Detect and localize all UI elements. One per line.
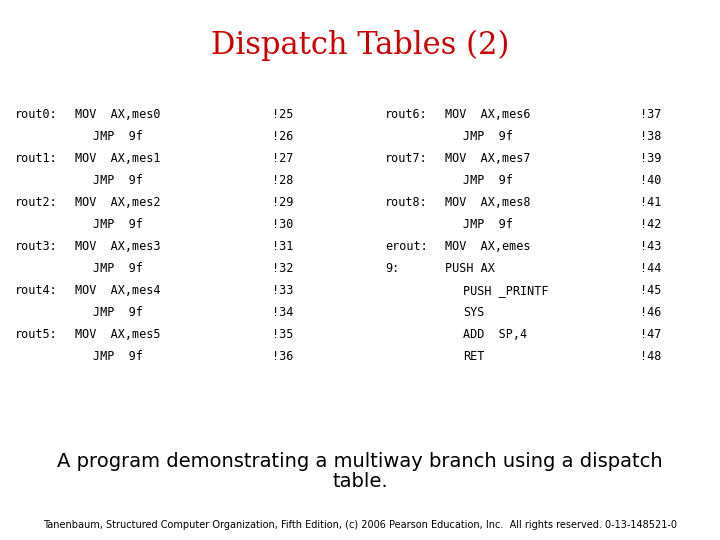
Text: Tanenbaum, Structured Computer Organization, Fifth Edition, (c) 2006 Pearson Edu: Tanenbaum, Structured Computer Organizat… [43, 520, 677, 530]
Text: rout3:: rout3: [15, 240, 58, 253]
Text: RET: RET [463, 350, 485, 363]
Text: rout0:: rout0: [15, 108, 58, 121]
Text: erout:: erout: [385, 240, 428, 253]
Text: !43: !43 [640, 240, 662, 253]
Text: MOV  AX,mes0: MOV AX,mes0 [75, 108, 161, 121]
Text: rout4:: rout4: [15, 284, 58, 297]
Text: !48: !48 [640, 350, 662, 363]
Text: JMP  9f: JMP 9f [463, 130, 513, 143]
Text: rout8:: rout8: [385, 196, 428, 209]
Text: MOV  AX,mes8: MOV AX,mes8 [445, 196, 531, 209]
Text: MOV  AX,mes5: MOV AX,mes5 [75, 328, 161, 341]
Text: !47: !47 [640, 328, 662, 341]
Text: A program demonstrating a multiway branch using a dispatch: A program demonstrating a multiway branc… [57, 452, 663, 471]
Text: rout1:: rout1: [15, 152, 58, 165]
Text: ADD  SP,4: ADD SP,4 [463, 328, 527, 341]
Text: MOV  AX,mes1: MOV AX,mes1 [75, 152, 161, 165]
Text: JMP  9f: JMP 9f [463, 218, 513, 231]
Text: !32: !32 [272, 262, 293, 275]
Text: !38: !38 [640, 130, 662, 143]
Text: !26: !26 [272, 130, 293, 143]
Text: JMP  9f: JMP 9f [93, 218, 143, 231]
Text: rout6:: rout6: [385, 108, 428, 121]
Text: !30: !30 [272, 218, 293, 231]
Text: JMP  9f: JMP 9f [93, 306, 143, 319]
Text: JMP  9f: JMP 9f [93, 350, 143, 363]
Text: !40: !40 [640, 174, 662, 187]
Text: !39: !39 [640, 152, 662, 165]
Text: !33: !33 [272, 284, 293, 297]
Text: !28: !28 [272, 174, 293, 187]
Text: MOV  AX,mes4: MOV AX,mes4 [75, 284, 161, 297]
Text: !45: !45 [640, 284, 662, 297]
Text: !46: !46 [640, 306, 662, 319]
Text: MOV  AX,mes7: MOV AX,mes7 [445, 152, 531, 165]
Text: table.: table. [332, 472, 388, 491]
Text: !42: !42 [640, 218, 662, 231]
Text: JMP  9f: JMP 9f [93, 262, 143, 275]
Text: JMP  9f: JMP 9f [463, 174, 513, 187]
Text: rout7:: rout7: [385, 152, 428, 165]
Text: !35: !35 [272, 328, 293, 341]
Text: !29: !29 [272, 196, 293, 209]
Text: !37: !37 [640, 108, 662, 121]
Text: PUSH AX: PUSH AX [445, 262, 495, 275]
Text: !25: !25 [272, 108, 293, 121]
Text: !44: !44 [640, 262, 662, 275]
Text: JMP  9f: JMP 9f [93, 130, 143, 143]
Text: MOV  AX,mes3: MOV AX,mes3 [75, 240, 161, 253]
Text: SYS: SYS [463, 306, 485, 319]
Text: MOV  AX,mes2: MOV AX,mes2 [75, 196, 161, 209]
Text: !36: !36 [272, 350, 293, 363]
Text: 9:: 9: [385, 262, 400, 275]
Text: JMP  9f: JMP 9f [93, 174, 143, 187]
Text: !27: !27 [272, 152, 293, 165]
Text: MOV  AX,emes: MOV AX,emes [445, 240, 531, 253]
Text: rout2:: rout2: [15, 196, 58, 209]
Text: !31: !31 [272, 240, 293, 253]
Text: MOV  AX,mes6: MOV AX,mes6 [445, 108, 531, 121]
Text: rout5:: rout5: [15, 328, 58, 341]
Text: !34: !34 [272, 306, 293, 319]
Text: Dispatch Tables (2): Dispatch Tables (2) [211, 30, 509, 61]
Text: !41: !41 [640, 196, 662, 209]
Text: PUSH _PRINTF: PUSH _PRINTF [463, 284, 549, 297]
